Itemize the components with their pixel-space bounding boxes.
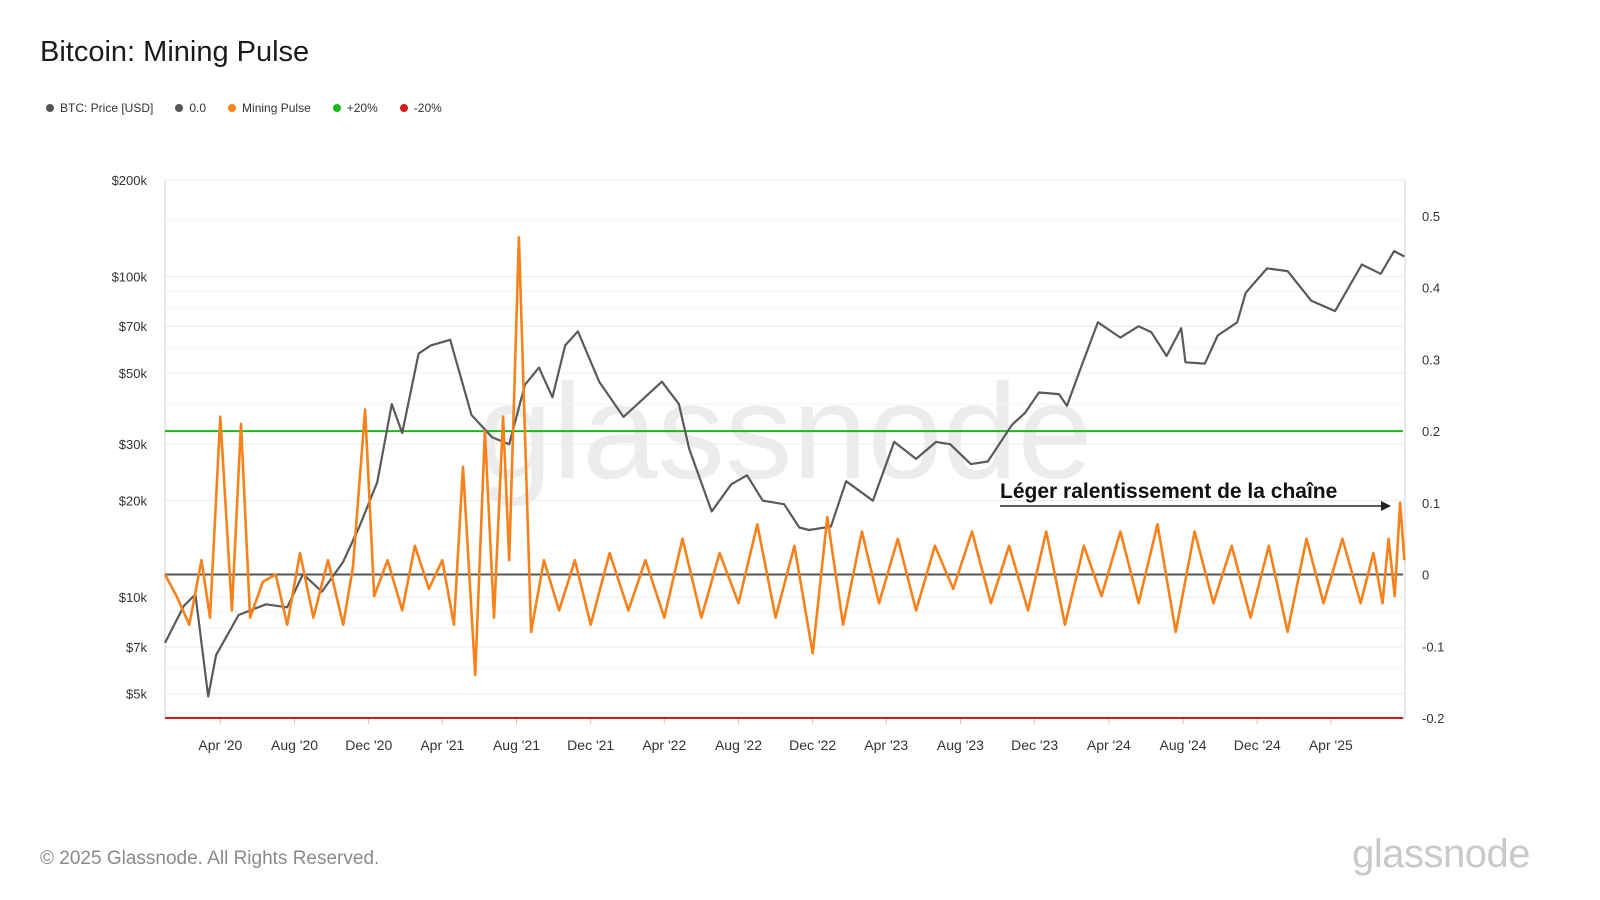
y-right-tick-label: 0.2 — [1422, 424, 1440, 439]
legend-dot-icon — [332, 104, 341, 112]
x-tick-label: Aug '24 — [1160, 737, 1207, 753]
y-right-tick-label: 0.4 — [1422, 281, 1440, 296]
y-right-tick-label: -0.2 — [1422, 711, 1444, 726]
x-tick-label: Aug '21 — [493, 737, 540, 753]
btc-price-line — [164, 250, 1405, 698]
x-tick-label: Dec '22 — [789, 737, 836, 753]
x-tick-label: Dec '24 — [1234, 737, 1281, 753]
y-right-tick-label: -0.1 — [1422, 639, 1444, 654]
legend-dot-icon — [228, 104, 237, 112]
y-left-tick-label: $20k — [119, 494, 148, 509]
x-tick-label: Aug '23 — [937, 737, 984, 753]
y-left-tick-label: $10k — [119, 590, 148, 605]
page-title: Bitcoin: Mining Pulse — [40, 36, 310, 68]
legend-label: Mining Pulse — [242, 101, 311, 115]
x-tick-label: Dec '20 — [345, 737, 392, 753]
mining-pulse-line — [163, 236, 1406, 677]
x-tick-label: Apr '22 — [642, 737, 686, 753]
legend-label: +20% — [346, 101, 378, 115]
legend-item-plus-20[interactable]: +20% — [332, 101, 378, 115]
legend-item-minus-20[interactable]: -20% — [399, 101, 442, 115]
legend-dot-icon — [399, 104, 408, 112]
y-left-tick-label: $100k — [112, 270, 148, 285]
x-tick-label: Dec '21 — [567, 737, 614, 753]
x-tick-label: Apr '21 — [420, 737, 464, 753]
x-tick-label: Apr '25 — [1309, 737, 1353, 753]
copyright-text: © 2025 Glassnode. All Rights Reserved. — [40, 848, 380, 869]
legend-label: BTC: Price [USD] — [60, 101, 154, 115]
legend-item-zero-line[interactable]: 0.0 — [175, 101, 206, 115]
x-tick-label: Aug '22 — [715, 737, 762, 753]
y-right-tick-label: 0.5 — [1422, 209, 1440, 224]
annotation-arrow-icon — [1381, 501, 1391, 511]
x-tick-label: Apr '20 — [198, 737, 242, 753]
x-tick-label: Aug '20 — [271, 737, 318, 753]
legend-label: -20% — [413, 101, 442, 115]
y-left-tick-label: $70k — [119, 319, 148, 334]
y-right-tick-label: 0.3 — [1422, 352, 1440, 367]
x-tick-label: Dec '23 — [1011, 737, 1058, 753]
y-left-tick-label: $5k — [126, 687, 147, 702]
y-left-tick-label: $7k — [126, 640, 147, 655]
y-left-tick-label: $30k — [119, 437, 148, 452]
y-left-tick-label: $50k — [119, 366, 148, 381]
x-tick-label: Apr '24 — [1087, 737, 1131, 753]
legend-dot-icon — [175, 104, 184, 112]
y-right-tick-label: 0 — [1422, 568, 1429, 583]
x-tick-label: Apr '23 — [864, 737, 908, 753]
legend-item-btc-price[interactable]: BTC: Price [USD] — [46, 101, 153, 115]
glassnode-logo: glassnode — [1352, 832, 1530, 876]
y-right-tick-label: 0.1 — [1422, 496, 1440, 511]
legend-item-mining-pulse[interactable]: Mining Pulse — [228, 101, 311, 115]
legend-label: 0.0 — [189, 101, 207, 115]
chart-legend: BTC: Price [USD] 0.0 Mining Pulse +20% -… — [46, 101, 464, 115]
y-left-tick-label: $200k — [112, 173, 148, 188]
legend-dot-icon — [46, 104, 54, 112]
annotation-text: Léger ralentissement de la chaîne — [1000, 480, 1337, 503]
